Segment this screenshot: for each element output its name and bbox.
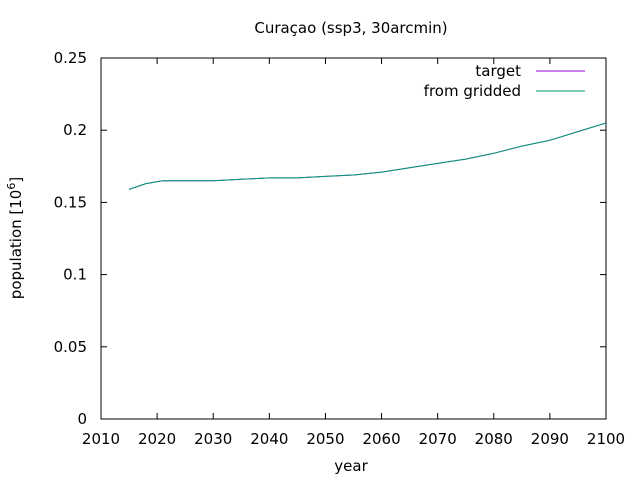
y-tick-label: 0.1: [63, 266, 87, 284]
y-tick-label: 0.25: [54, 49, 87, 67]
y-tick-label: 0: [77, 410, 87, 428]
y-axis-label: population [106]: [5, 177, 25, 299]
x-tick-label: 2010: [82, 430, 120, 448]
x-tick-label: 2090: [531, 430, 569, 448]
legend: target from gridded: [424, 62, 585, 100]
x-tick-label: 2070: [419, 430, 457, 448]
y-axis: 0 0.05 0.1 0.15 0.2 0.25: [54, 49, 606, 428]
y-axis-label-exponent: 6: [5, 183, 18, 190]
x-tick-label: 2080: [475, 430, 513, 448]
x-tick-label: 2050: [306, 430, 344, 448]
series-lines: [128, 122, 607, 190]
x-tick-label: 2060: [362, 430, 400, 448]
y-tick-label: 0.05: [54, 338, 87, 356]
chart-title: Curaçao (ssp3, 30arcmin): [254, 19, 447, 37]
x-axis-label: year: [334, 457, 368, 475]
series-line-0: [128, 122, 607, 190]
y-axis-label-close: ]: [7, 177, 25, 183]
series-line-1: [128, 122, 607, 190]
x-tick-label: 2020: [138, 430, 176, 448]
y-tick-label: 0.15: [54, 193, 87, 211]
x-axis: 2010 2020 2030 2040 2050 2060 2070 2080 2090 2100: [82, 58, 625, 448]
x-tick-label: 2040: [250, 430, 288, 448]
plot-frame: [100, 57, 607, 420]
x-tick-label: 2030: [194, 430, 232, 448]
legend-label: from gridded: [424, 82, 521, 100]
y-axis-label-main: population [10: [7, 190, 25, 300]
y-tick-label: 0.2: [63, 121, 87, 139]
x-tick-label: 2100: [587, 430, 625, 448]
legend-label: target: [475, 62, 521, 80]
